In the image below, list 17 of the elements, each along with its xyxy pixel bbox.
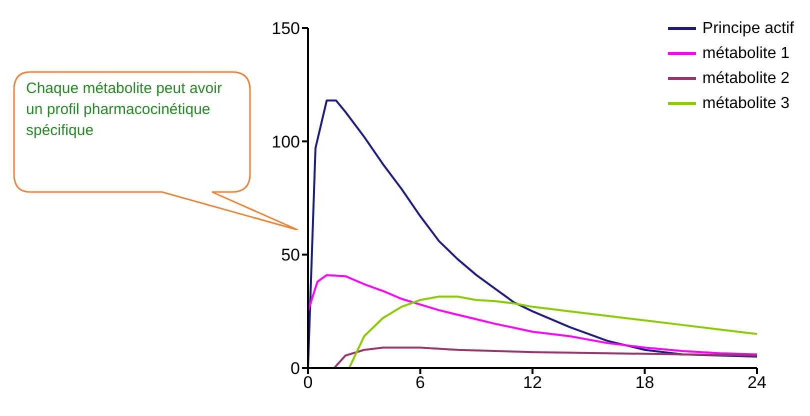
y-tick-label: 0 <box>290 359 300 378</box>
x-tick-label: 24 <box>748 373 766 392</box>
y-tick-label: 150 <box>272 19 300 38</box>
x-tick-label: 18 <box>635 373 654 392</box>
x-tick-label: 12 <box>523 373 542 392</box>
line-series <box>333 346 757 368</box>
y-tick-label: 100 <box>272 132 300 152</box>
text: Chaque métabolite peut avoir un profil pharmacocinétique spécifique <box>26 79 223 141</box>
legend-label: métabolite 1 <box>702 44 790 64</box>
line-series <box>348 296 757 368</box>
legend-label: métabolite 2 <box>702 69 790 89</box>
x-tick-label: 6 <box>416 373 425 392</box>
x-tick-label: 0 <box>303 373 313 392</box>
line-series <box>308 274 757 356</box>
legend-label: Principe actif <box>702 19 794 39</box>
legend-label: métabolite 3 <box>702 94 790 114</box>
y-tick-label: 50 <box>281 246 300 265</box>
